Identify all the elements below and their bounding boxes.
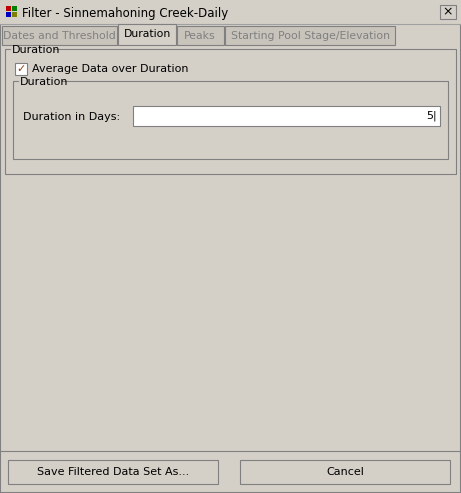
Bar	[2, 26, 117, 45]
Text: 5|: 5|	[426, 111, 437, 121]
Bar	[1, 44, 460, 451]
Bar	[118, 24, 176, 45]
Bar	[119, 44, 175, 45]
Text: Cancel: Cancel	[326, 467, 364, 477]
Text: Starting Pool Stage/Elevation: Starting Pool Stage/Elevation	[230, 31, 390, 41]
Bar	[440, 5, 456, 19]
Text: Duration: Duration	[20, 77, 69, 87]
Bar	[19, 81, 61, 83]
Bar	[13, 81, 448, 159]
Text: Duration: Duration	[12, 45, 60, 55]
Bar	[6, 12, 11, 17]
Bar	[15, 63, 27, 75]
Bar	[11, 49, 53, 51]
Text: Average Data over Duration: Average Data over Duration	[32, 64, 189, 74]
Bar	[12, 6, 17, 11]
Bar	[0, 0, 461, 24]
Bar	[177, 26, 224, 45]
Bar	[225, 26, 395, 45]
Text: ×: ×	[443, 5, 453, 19]
Text: Peaks: Peaks	[184, 31, 216, 41]
Text: Save Filtered Data Set As...: Save Filtered Data Set As...	[37, 467, 189, 477]
Bar	[240, 460, 450, 484]
Text: Duration in Days:: Duration in Days:	[23, 112, 120, 122]
Text: Dates and Threshold: Dates and Threshold	[3, 31, 115, 41]
Text: ✓: ✓	[16, 64, 26, 74]
Bar	[12, 12, 17, 17]
Bar	[6, 6, 11, 11]
Text: Duration: Duration	[124, 29, 171, 39]
Bar	[5, 49, 456, 174]
Bar	[8, 460, 218, 484]
Text: Filter - Sinnemahoning Creek-Daily: Filter - Sinnemahoning Creek-Daily	[22, 6, 228, 20]
Bar	[133, 106, 440, 126]
